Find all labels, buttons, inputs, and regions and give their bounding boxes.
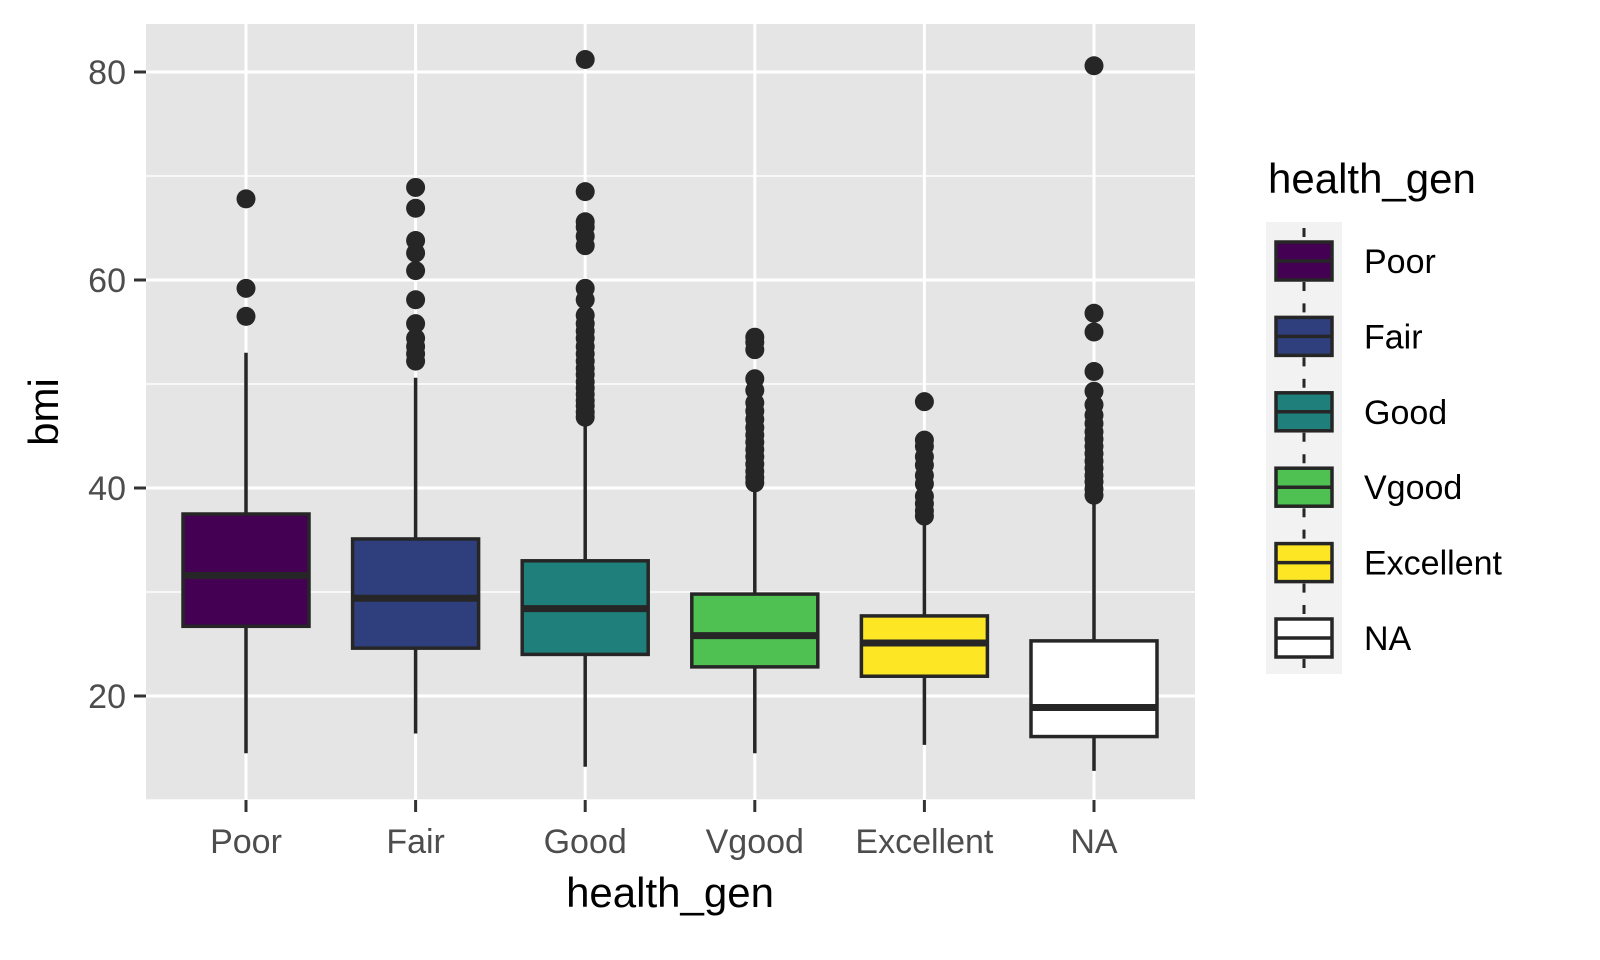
x-tick-label-fair: Fair [386, 823, 445, 861]
outlier-point-fair-9 [406, 198, 426, 218]
y-axis: 20 40 60 80 [88, 54, 146, 716]
y-tick-label-40: 40 [88, 470, 126, 508]
legend-label-excellent: Excellent [1364, 545, 1503, 583]
x-tick-label-na: NA [1070, 823, 1118, 861]
outlier-point-good-21 [575, 212, 595, 232]
outlier-point-na-17 [1084, 56, 1104, 76]
panel-background [146, 24, 1195, 800]
box-poor [181, 512, 311, 629]
legend-label-fair: Fair [1364, 318, 1423, 356]
outlier-point-fair-8 [406, 230, 426, 250]
outlier-point-vgood-13 [745, 369, 765, 389]
legend-label-vgood: Vgood [1364, 469, 1462, 507]
outlier-point-good-15 [575, 305, 595, 325]
x-axis-title: health_gen [566, 869, 774, 916]
x-tick-label-excellent: Excellent [855, 823, 994, 861]
y-axis-title: bmi [20, 378, 67, 446]
outlier-point-good-22 [575, 182, 595, 202]
outlier-point-excellent-10 [914, 392, 934, 412]
y-tick-label-60: 60 [88, 262, 126, 300]
outlier-points [236, 50, 1104, 526]
outlier-point-na-16 [1084, 303, 1104, 323]
outlier-point-na-15 [1084, 322, 1104, 342]
outlier-point-fair-4 [406, 314, 426, 334]
legend-label-poor: Poor [1364, 243, 1436, 281]
legend-key-background [1266, 222, 1342, 674]
outlier-point-poor-1 [236, 278, 256, 298]
outlier-point-fair-6 [406, 261, 426, 281]
legend-item-na: NA [1274, 605, 1412, 671]
legend-label-good: Good [1364, 394, 1447, 432]
boxes [181, 512, 1159, 739]
legend-title: health_gen [1268, 155, 1476, 202]
outlier-point-fair-5 [406, 290, 426, 310]
legend: health_gen Poor Fair Good Vgood Excellent NA [1266, 155, 1503, 674]
legend-item-poor: Poor [1274, 228, 1436, 294]
outlier-point-excellent-9 [914, 430, 934, 450]
x-tick-label-poor: Poor [210, 823, 282, 861]
legend-item-good: Good [1274, 378, 1447, 445]
y-tick-label-20: 20 [88, 678, 126, 716]
x-axis: Poor Fair Good Vgood Excellent NA [210, 800, 1118, 861]
legend-item-vgood: Vgood [1274, 454, 1462, 521]
outlier-point-na-13 [1084, 381, 1104, 401]
box-na [1029, 639, 1159, 739]
y-tick-label-80: 80 [88, 54, 126, 92]
outlier-point-poor-2 [236, 189, 256, 209]
legend-item-fair: Fair [1274, 303, 1423, 370]
whiskers [244, 352, 1096, 771]
outlier-point-good-23 [575, 50, 595, 70]
outlier-point-good-17 [575, 278, 595, 298]
legend-item-excellent: Excellent [1274, 529, 1503, 596]
outlier-point-fair-10 [406, 177, 426, 197]
outlier-point-na-12 [1084, 395, 1104, 415]
box-fair [350, 537, 481, 650]
x-tick-label-good: Good [544, 823, 627, 861]
box-vgood [690, 592, 820, 669]
outlier-point-poor-0 [236, 306, 256, 326]
outlier-point-vgood-16 [745, 327, 765, 347]
outlier-point-fair-3 [406, 328, 426, 348]
outlier-point-na-14 [1084, 362, 1104, 382]
x-tick-label-vgood: Vgood [706, 823, 804, 861]
minor-gridlines [146, 175, 1195, 801]
legend-label-na: NA [1364, 620, 1412, 658]
